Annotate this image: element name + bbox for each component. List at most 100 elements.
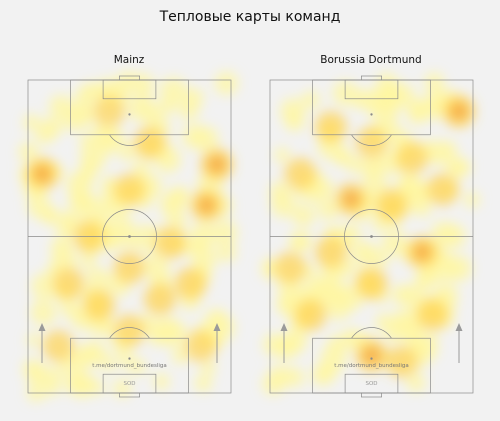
heat-blob	[101, 176, 116, 191]
heat-blob	[270, 192, 296, 218]
heat-blob	[74, 86, 94, 106]
heat-blob	[117, 142, 136, 161]
heat-blob	[85, 267, 110, 291]
center-spot	[128, 235, 131, 238]
heat-blob	[50, 236, 73, 260]
heat-hotspot	[355, 267, 388, 300]
chart-title: Тепловые карты команд	[159, 9, 341, 25]
heat-blob	[288, 232, 308, 252]
heat-blob	[26, 382, 46, 402]
heat-hotspot	[93, 95, 126, 128]
heat-hotspot	[52, 267, 85, 300]
heat-blob	[153, 373, 170, 390]
goal-top	[361, 75, 383, 81]
pitch-lines	[269, 75, 474, 398]
heat-blob	[194, 374, 213, 393]
heat-blob	[165, 187, 189, 211]
heat-blob	[416, 338, 438, 361]
heat-blob	[40, 366, 63, 389]
heat-hotspot	[314, 110, 347, 143]
heat-blob	[127, 97, 151, 121]
heat-blob	[159, 77, 187, 104]
bottom-label: SOD	[365, 381, 377, 387]
heat-hotspot	[314, 236, 347, 269]
watermark-text: t.me/dortmund_bundesliga	[92, 363, 166, 369]
pitch-lines	[27, 75, 232, 398]
heat-blob	[292, 204, 315, 227]
heat-hotspot	[42, 330, 75, 363]
heat-blob	[79, 144, 107, 172]
heat-hotspot	[113, 173, 146, 206]
heat-hotspot	[426, 173, 459, 206]
center-spot	[370, 235, 373, 238]
pitch-dortmund: t.me/dortmund_bundesliga SOD	[261, 72, 480, 398]
team-title-mainz: Mainz	[113, 54, 145, 66]
heat-core	[343, 190, 360, 207]
heat-blob	[72, 376, 93, 397]
heat-hotspot	[385, 345, 418, 378]
heat-blob	[301, 90, 320, 109]
heat-blob	[370, 98, 399, 126]
heat-hotspot	[83, 289, 116, 322]
goal-bottom	[118, 392, 140, 398]
direction-arrow-head	[213, 323, 221, 331]
heat-blob	[60, 300, 78, 318]
penalty-spot-top	[128, 113, 131, 116]
heat-blob	[384, 321, 406, 343]
heat-blob	[26, 332, 41, 348]
heat-hotspot	[274, 251, 307, 284]
heat-hotspot	[143, 283, 176, 316]
heat-blob	[414, 200, 431, 218]
pitch-mainz: t.me/dortmund_bundesliga SOD	[18, 70, 239, 402]
heat-blob	[72, 100, 97, 125]
heat-hotspot	[284, 157, 317, 190]
heat-blob	[22, 358, 44, 380]
heat-blob	[406, 372, 426, 393]
heat-blob	[22, 113, 41, 132]
team-title-dortmund: Borussia Dortmund	[320, 54, 422, 66]
heat-core	[198, 197, 215, 214]
heat-blob	[132, 159, 151, 178]
heat-hotspot	[154, 226, 187, 259]
heat-blob	[214, 71, 239, 96]
center-circle	[102, 209, 157, 264]
heat-blob	[311, 364, 334, 386]
center-circle	[344, 209, 399, 264]
heat-blob	[82, 341, 107, 365]
heat-blob	[416, 263, 440, 286]
heat-hotspot	[174, 267, 207, 300]
heat-blob	[192, 245, 217, 271]
heat-blob	[367, 163, 383, 178]
penalty-spot-bottom	[370, 357, 373, 360]
heat-blob	[128, 357, 146, 375]
heat-blob	[341, 328, 363, 350]
heat-core	[34, 165, 51, 182]
heat-blob	[59, 209, 81, 231]
heat-blob	[317, 198, 340, 220]
heat-blob	[406, 102, 429, 125]
heat-hotspot	[416, 298, 449, 331]
heat-blob	[171, 347, 189, 364]
heat-core	[208, 156, 225, 173]
heat-blob	[148, 326, 168, 346]
penalty-spot-top	[370, 113, 373, 116]
heat-hotspot	[396, 142, 429, 175]
penalty-arc-top	[351, 134, 392, 146]
heat-blob	[89, 379, 105, 395]
heat-blob	[131, 72, 154, 96]
heat-core	[363, 347, 380, 364]
direction-arrow-head	[38, 323, 46, 331]
heat-blob	[117, 352, 133, 367]
heat-blob	[346, 156, 364, 174]
heat-blob	[200, 360, 216, 376]
heat-blob	[319, 277, 343, 301]
penalty-arc-bottom	[109, 327, 150, 339]
heat-core	[450, 103, 467, 120]
heat-blob	[166, 211, 187, 232]
heat-blob	[48, 94, 73, 119]
heat-blob	[71, 310, 92, 330]
heat-blob	[333, 149, 349, 165]
heat-blob	[370, 249, 390, 269]
penalty-arc-top	[109, 134, 150, 146]
heat-hotspot	[184, 330, 217, 363]
